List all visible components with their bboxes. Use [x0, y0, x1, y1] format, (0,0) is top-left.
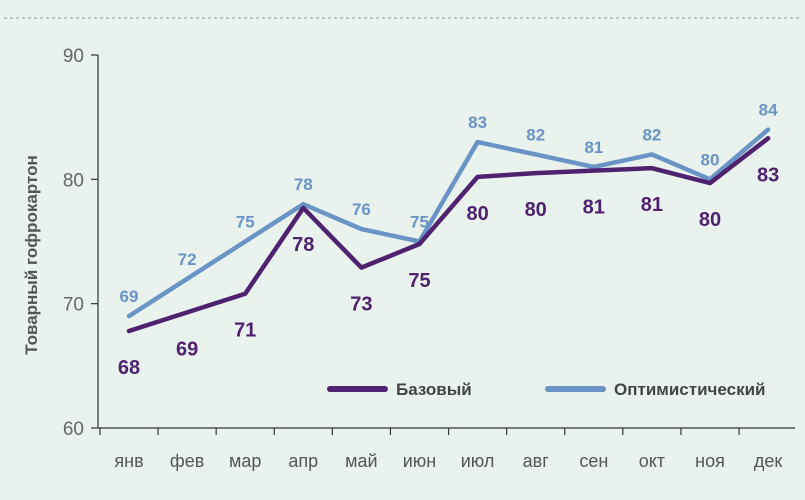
- data-label-optimistic: 72: [178, 250, 197, 269]
- x-tick-label: апр: [288, 451, 318, 471]
- data-label-optimistic: 84: [759, 101, 778, 120]
- y-tick-label: 70: [63, 295, 84, 316]
- legend: Базовый Оптимистический: [327, 380, 766, 399]
- legend-label: Базовый: [396, 380, 472, 399]
- x-tick-label: сен: [579, 451, 608, 471]
- data-label-optimistic: 81: [584, 138, 603, 157]
- x-tick-label: июн: [403, 451, 437, 471]
- data-label-optimistic: 80: [701, 150, 720, 169]
- x-tick-label: май: [345, 451, 377, 471]
- y-tick-label: 60: [63, 419, 84, 440]
- data-labels: 69 72 75 78 76 75 83 82 81 82 80 84 68 69 71 78 73 75 80 80…: [118, 101, 779, 379]
- data-label-base: 73: [350, 294, 372, 316]
- series-lines: [126, 127, 771, 334]
- x-tick-label: авг: [523, 451, 550, 471]
- data-label-base: 80: [525, 199, 547, 221]
- x-tick-label: июл: [461, 451, 495, 471]
- data-label-base: 81: [641, 194, 663, 216]
- data-label-optimistic: 82: [642, 125, 661, 144]
- data-label-base: 78: [292, 234, 314, 256]
- x-tick-label: янв: [114, 451, 143, 471]
- data-label-optimistic: 78: [294, 175, 313, 194]
- series-line-base: [126, 136, 771, 334]
- data-label-base: 68: [118, 357, 140, 379]
- x-tick-label: мар: [229, 451, 261, 471]
- y-tick-label: 80: [63, 170, 84, 191]
- x-tick-label: окт: [639, 451, 665, 471]
- data-label-base: 75: [408, 270, 430, 292]
- data-label-base: 81: [583, 197, 605, 219]
- series-line-optimistic: [126, 127, 771, 319]
- data-label-base: 71: [234, 320, 256, 342]
- y-tick-label: 90: [63, 46, 84, 67]
- data-label-optimistic: 82: [526, 125, 545, 144]
- y-axis-label: Товарный гофрокартон: [22, 155, 41, 354]
- data-label-base: 80: [699, 209, 721, 231]
- data-label-optimistic: 75: [410, 213, 429, 232]
- legend-label: Оптимистический: [614, 380, 766, 399]
- legend-item-base: Базовый: [327, 380, 472, 399]
- data-label-base: 80: [466, 203, 488, 225]
- data-label-optimistic: 76: [352, 200, 371, 219]
- data-label-optimistic: 69: [120, 287, 139, 306]
- data-label-optimistic: 83: [468, 113, 487, 132]
- data-label-base: 69: [176, 338, 198, 360]
- data-label-optimistic: 75: [236, 213, 255, 232]
- x-tick-label: дек: [754, 451, 783, 471]
- x-tick-label: ноя: [695, 451, 725, 471]
- x-tick-label: фев: [170, 451, 204, 471]
- axes: 60 70 80 90 янв фев мар апр май июн июл авг сен окт но…: [63, 46, 795, 471]
- data-label-base: 83: [757, 164, 779, 186]
- legend-item-optimistic: Оптимистический: [545, 380, 766, 399]
